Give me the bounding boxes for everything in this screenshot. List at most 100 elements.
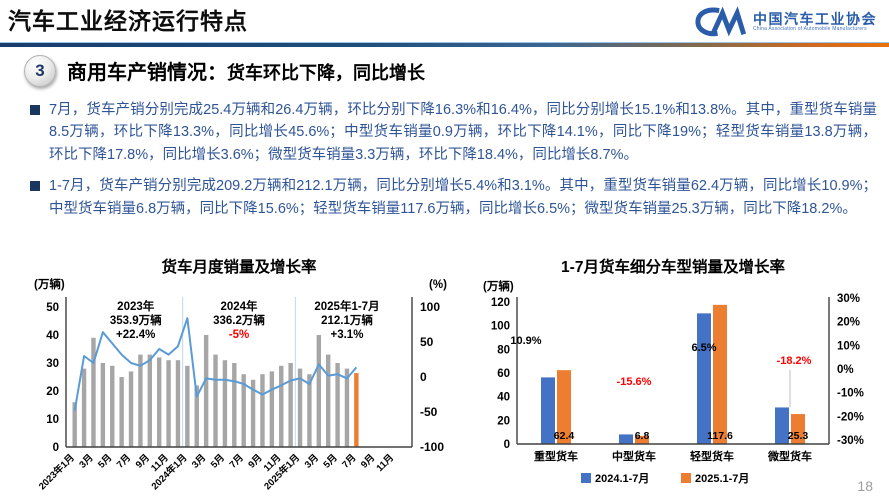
left-axis-tick: 0 — [504, 439, 510, 451]
left-axis-tick: 40 — [46, 330, 59, 342]
segment-bar — [697, 313, 711, 444]
legend-swatch — [681, 473, 691, 483]
logo-org-name-en: China Association of Automobile Manufact… — [753, 25, 867, 32]
right-axis-tick: 20% — [837, 317, 860, 329]
legend-swatch — [581, 473, 591, 483]
left-axis-tick: 100 — [491, 321, 510, 333]
left-axis-unit: (万辆) — [34, 277, 65, 291]
left-axis-tick: 30 — [46, 358, 59, 370]
segment-bar — [541, 377, 555, 444]
left-axis-tick: 0 — [53, 442, 59, 454]
x-axis-label: 7月 — [228, 452, 246, 470]
section-title-sub: 货车环比下降，同比增长 — [227, 63, 425, 83]
sales-bar — [288, 363, 293, 447]
x-axis-label: 7月 — [340, 452, 358, 470]
sales-bar — [316, 335, 322, 447]
sales-bar — [250, 379, 256, 447]
sales-bar — [213, 354, 218, 447]
sales-bar — [260, 374, 265, 447]
segment-bar — [713, 304, 727, 444]
sales-bar — [325, 354, 331, 447]
caam-logo-icon — [695, 6, 747, 37]
bullet-item-ytd: 1-7月，货车产销分别完成209.2万辆和212.1万辆，同比分别增长5.4%和… — [30, 175, 877, 220]
category-label: 微型货车 — [767, 449, 812, 463]
header-divider — [0, 42, 889, 47]
annotation-line: 212.1万辆 — [321, 313, 373, 327]
left-axis-tick: 20 — [497, 415, 510, 427]
left-axis-tick: 60 — [497, 368, 510, 380]
sales-bar — [81, 368, 87, 447]
left-axis-tick: 20 — [46, 386, 59, 398]
sales-bar — [156, 357, 162, 447]
bullet-square-icon — [30, 181, 40, 192]
series-2024.1-7月 — [541, 313, 789, 444]
sales-bar — [269, 371, 275, 447]
sales-bar — [147, 354, 153, 447]
left-axis-tick: 80 — [497, 344, 510, 356]
segment-bar — [635, 435, 649, 444]
legend-label: 2025.1-7月 — [695, 472, 749, 485]
sales-bar — [344, 368, 350, 447]
sales-bar — [185, 365, 190, 447]
sales-bar — [72, 402, 77, 447]
annotation-line: 2023年 — [117, 299, 155, 313]
category-label: 中型货车 — [612, 449, 656, 463]
chart-title: 1-7月货车细分车型销量及增长率 — [561, 257, 785, 276]
left-axis-tick: 50 — [46, 302, 59, 314]
growth-label: 10.9% — [510, 335, 541, 347]
growth-label: 6.5% — [691, 342, 716, 354]
x-axis-label: 5月 — [321, 452, 339, 470]
x-axis-label: 3月 — [303, 452, 321, 470]
sales-bar — [335, 363, 340, 447]
x-axis-label: 5月 — [96, 452, 114, 470]
left-axis-tick: 40 — [497, 392, 510, 404]
sales-bar — [354, 373, 359, 447]
right-axis-tick: -100 — [420, 440, 444, 454]
category-label: 轻型货车 — [690, 449, 734, 463]
x-axis-label: 9月 — [134, 452, 152, 470]
right-axis-unit: (%) — [429, 279, 447, 291]
sales-bar — [194, 385, 199, 447]
right-axis-tick: -30% — [837, 435, 864, 447]
legend-label: 2024.1-7月 — [595, 472, 649, 485]
caam-logo: 中国汽车工业协会 China Association of Automobile… — [693, 5, 877, 39]
sales-bar — [241, 374, 246, 447]
growth-line — [73, 317, 358, 411]
segment-bar — [791, 414, 805, 444]
sales-bar — [110, 365, 115, 447]
right-axis-tick: 0 — [420, 370, 427, 384]
sales-bar — [91, 337, 96, 447]
page-number: 18 — [857, 478, 873, 494]
bullet-item-july: 7月，货车产销分别完成25.4万辆和26.4万辆，环比分别下降16.3%和16.… — [30, 99, 877, 166]
sales-bar — [222, 360, 228, 447]
left-axis-tick: 120 — [491, 297, 510, 309]
sales-bar — [119, 377, 124, 447]
caam-logo-text: 中国汽车工业协会 China Association of Automobile… — [753, 11, 877, 33]
charts-area: 0 10 20 30 40 50 -100 -50 0 50 100 2023年1月 3月 5月 7月 9月 1… — [14, 252, 889, 498]
series-2025.1-7月 — [557, 304, 805, 444]
right-axis-tick: -20% — [837, 411, 864, 423]
value-label: 117.6 — [707, 430, 733, 442]
right-axis-tick: 30% — [837, 293, 860, 305]
sales-bar — [175, 360, 181, 447]
section-number: 3 — [35, 61, 45, 80]
right-axis-tick: 100 — [420, 300, 440, 314]
section-heading: 3 商用车产销情况：货车环比下降，同比增长 — [24, 55, 425, 87]
section-number-badge: 3 — [24, 55, 56, 87]
annotation-line: +3.1% — [331, 329, 364, 341]
sales-bar — [297, 368, 303, 447]
x-axis-label: 5月 — [209, 452, 227, 470]
growth-label: -15.6% — [617, 376, 652, 388]
annotation-line: -5% — [229, 329, 249, 341]
annotation-line: 336.2万辆 — [213, 313, 265, 327]
growth-label: -18.2% — [777, 355, 812, 367]
left-axis-unit: (万辆) — [483, 279, 514, 293]
segment-bar — [775, 407, 789, 444]
right-axis-tick: 10% — [837, 340, 860, 352]
monthly-sales-chart: 0 10 20 30 40 50 -100 -50 0 50 100 2023年1月 3月 5月 7月 9月 1… — [14, 252, 459, 498]
x-axis-label: 7月 — [115, 452, 133, 470]
